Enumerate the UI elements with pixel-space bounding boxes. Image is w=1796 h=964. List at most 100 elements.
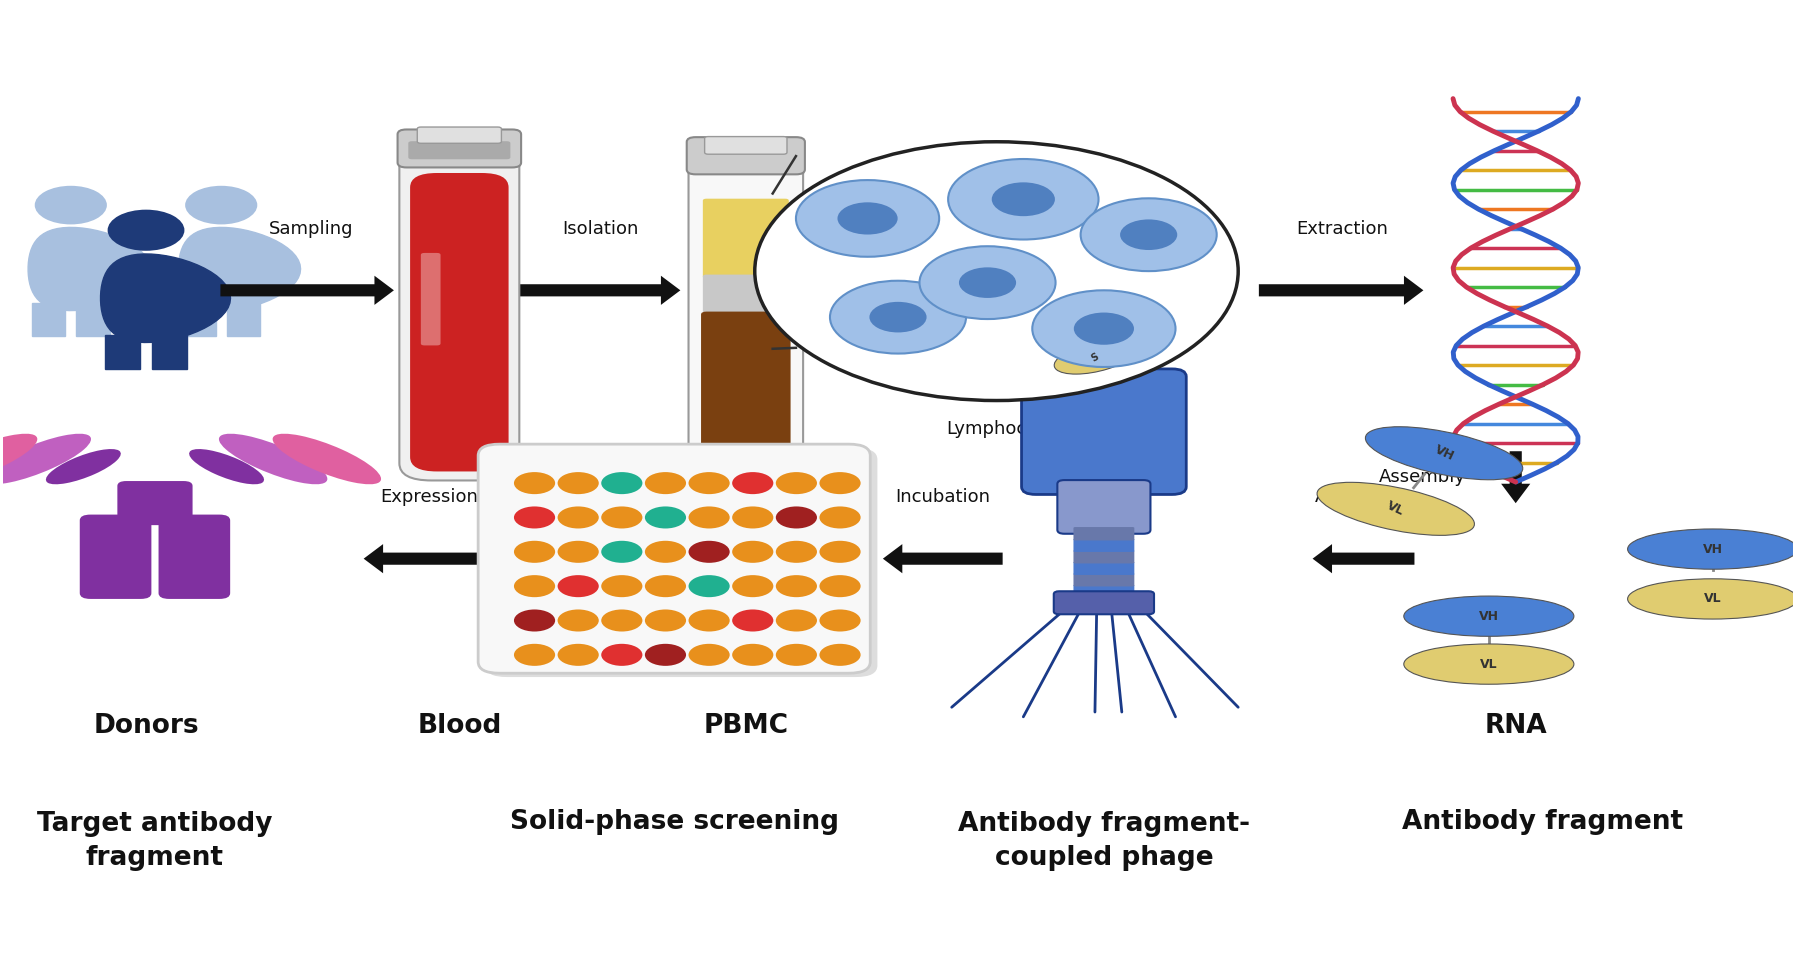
Circle shape xyxy=(776,472,817,495)
Circle shape xyxy=(819,576,860,597)
Circle shape xyxy=(733,541,774,563)
Text: Antibody fragment: Antibody fragment xyxy=(1403,809,1683,835)
Circle shape xyxy=(1121,220,1176,250)
Text: VL: VL xyxy=(1704,593,1721,605)
Circle shape xyxy=(514,506,555,528)
Circle shape xyxy=(602,576,643,597)
Ellipse shape xyxy=(0,434,92,484)
FancyBboxPatch shape xyxy=(686,137,805,174)
Circle shape xyxy=(557,576,598,597)
Circle shape xyxy=(688,609,729,631)
Circle shape xyxy=(688,644,729,666)
FancyBboxPatch shape xyxy=(702,199,788,279)
Circle shape xyxy=(1081,199,1216,271)
Circle shape xyxy=(796,180,939,256)
FancyBboxPatch shape xyxy=(117,481,192,525)
Text: VH: VH xyxy=(1478,609,1500,623)
FancyBboxPatch shape xyxy=(1074,550,1135,564)
Circle shape xyxy=(557,472,598,495)
Polygon shape xyxy=(77,303,110,335)
Circle shape xyxy=(819,506,860,528)
Circle shape xyxy=(34,186,108,225)
Circle shape xyxy=(776,541,817,563)
Circle shape xyxy=(776,576,817,597)
Polygon shape xyxy=(101,254,230,342)
Text: VL: VL xyxy=(1480,657,1498,671)
FancyBboxPatch shape xyxy=(158,515,230,599)
Text: Blood: Blood xyxy=(417,713,501,739)
Ellipse shape xyxy=(1404,596,1573,636)
Circle shape xyxy=(776,609,817,631)
Circle shape xyxy=(514,609,555,631)
Circle shape xyxy=(754,142,1237,400)
Circle shape xyxy=(514,576,555,597)
Ellipse shape xyxy=(1365,427,1523,480)
Text: VH: VH xyxy=(1703,543,1722,555)
FancyBboxPatch shape xyxy=(1058,480,1151,534)
Ellipse shape xyxy=(1627,529,1796,569)
Ellipse shape xyxy=(1627,578,1796,619)
Circle shape xyxy=(557,541,598,563)
Circle shape xyxy=(514,644,555,666)
Text: Incubation: Incubation xyxy=(894,488,990,506)
Circle shape xyxy=(514,541,555,563)
Circle shape xyxy=(645,609,686,631)
Circle shape xyxy=(514,472,555,495)
Text: S: S xyxy=(1090,351,1101,363)
Text: Assembly: Assembly xyxy=(1315,488,1401,506)
Circle shape xyxy=(991,182,1054,216)
Circle shape xyxy=(948,159,1099,239)
Circle shape xyxy=(819,644,860,666)
Text: Assembly: Assembly xyxy=(1379,469,1466,486)
Circle shape xyxy=(602,644,643,666)
Circle shape xyxy=(185,186,257,225)
FancyBboxPatch shape xyxy=(478,444,871,673)
Ellipse shape xyxy=(219,434,327,484)
Circle shape xyxy=(557,506,598,528)
Circle shape xyxy=(108,209,185,251)
Text: PBMC: PBMC xyxy=(704,713,788,739)
Circle shape xyxy=(557,609,598,631)
Circle shape xyxy=(1033,290,1176,367)
Circle shape xyxy=(733,472,774,495)
Circle shape xyxy=(645,472,686,495)
Polygon shape xyxy=(153,335,187,369)
Circle shape xyxy=(602,472,643,495)
Circle shape xyxy=(1074,312,1133,345)
Circle shape xyxy=(688,576,729,597)
Circle shape xyxy=(733,576,774,597)
Polygon shape xyxy=(104,335,140,369)
Ellipse shape xyxy=(1316,482,1475,535)
Circle shape xyxy=(602,609,643,631)
Text: Lymphocytes: Lymphocytes xyxy=(946,420,1065,439)
FancyBboxPatch shape xyxy=(79,515,151,599)
Text: Extraction: Extraction xyxy=(1297,220,1388,237)
FancyBboxPatch shape xyxy=(1074,527,1135,541)
FancyBboxPatch shape xyxy=(408,141,510,159)
Text: RNA: RNA xyxy=(1483,713,1546,739)
Circle shape xyxy=(776,506,817,528)
Circle shape xyxy=(837,202,898,234)
Circle shape xyxy=(688,506,729,528)
Polygon shape xyxy=(183,303,216,335)
Text: VL: VL xyxy=(1385,499,1406,519)
Circle shape xyxy=(602,506,643,528)
Circle shape xyxy=(819,609,860,631)
Text: Sampling: Sampling xyxy=(268,220,354,237)
Circle shape xyxy=(959,267,1017,298)
Ellipse shape xyxy=(1054,340,1135,374)
FancyBboxPatch shape xyxy=(700,311,790,463)
Text: Expression: Expression xyxy=(381,488,478,506)
Circle shape xyxy=(920,246,1056,319)
Text: VH: VH xyxy=(1431,443,1457,464)
FancyBboxPatch shape xyxy=(704,137,787,154)
FancyBboxPatch shape xyxy=(1054,591,1155,614)
Ellipse shape xyxy=(1404,644,1573,684)
FancyBboxPatch shape xyxy=(399,149,519,480)
FancyBboxPatch shape xyxy=(1074,562,1135,575)
Circle shape xyxy=(645,541,686,563)
Text: Isolation: Isolation xyxy=(562,220,639,237)
Circle shape xyxy=(733,506,774,528)
Circle shape xyxy=(645,644,686,666)
Text: Solid-phase screening: Solid-phase screening xyxy=(510,809,839,835)
